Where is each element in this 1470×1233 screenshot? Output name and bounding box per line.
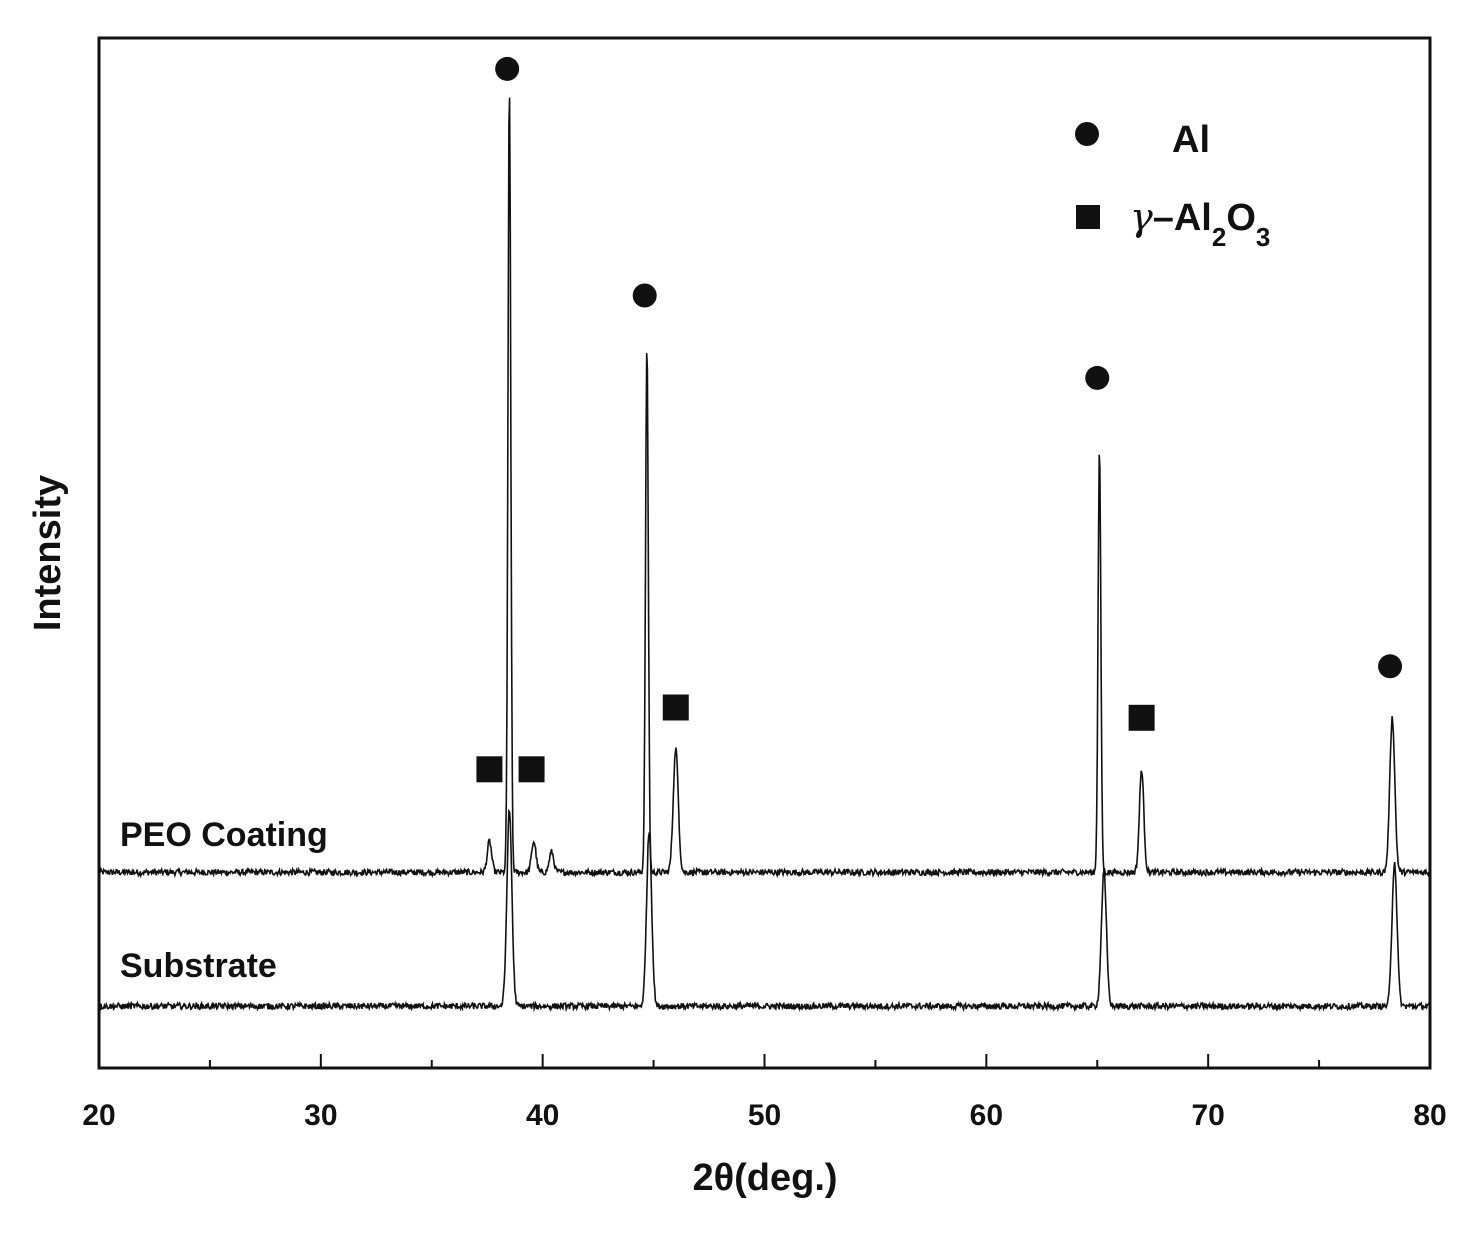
legend-label-al: Al xyxy=(1172,119,1210,161)
x-tick-label: 80 xyxy=(1413,1099,1446,1132)
plot-frame xyxy=(97,36,1432,1070)
legend: Al γ–Al2O3 xyxy=(1075,119,1270,252)
x-axis-title: 2θ(deg.) xyxy=(692,1157,837,1199)
series-label-substrate: Substrate xyxy=(120,947,277,985)
alumina-peak-marker xyxy=(1128,704,1155,731)
legend-alumina-sub3: 3 xyxy=(1256,222,1270,252)
x-ticks xyxy=(98,1054,1431,1068)
legend-marker-al xyxy=(1075,122,1099,146)
alumina-peak-marker xyxy=(518,756,545,783)
x-tick-label: 40 xyxy=(526,1099,559,1132)
legend-alumina-gamma: γ xyxy=(1130,195,1153,239)
alumina-peak-marker xyxy=(662,694,689,721)
x-tick-labels: 20 30 40 50 60 70 80 xyxy=(82,1099,1446,1132)
legend-label-alumina: γ–Al2O3 xyxy=(1130,195,1270,252)
x-tick-label: 70 xyxy=(1191,1099,1224,1132)
trace-peo-coating xyxy=(98,97,1431,879)
x-tick-label: 20 xyxy=(82,1099,115,1132)
y-axis-title: Intensity xyxy=(27,475,69,631)
series-label-peo: PEO Coating xyxy=(120,816,328,854)
legend-alumina-o: O xyxy=(1226,197,1256,239)
x-tick-label: 30 xyxy=(304,1099,337,1132)
al-peak-marker xyxy=(632,283,657,308)
x-tick-label: 60 xyxy=(970,1099,1003,1132)
peak-markers xyxy=(476,56,1403,783)
legend-marker-alumina xyxy=(1076,205,1100,229)
al-peak-marker xyxy=(495,56,520,81)
al-peak-marker xyxy=(1085,365,1110,390)
legend-alumina-sub2: 2 xyxy=(1212,222,1226,252)
trace-substrate xyxy=(98,808,1431,1013)
traces xyxy=(98,97,1431,1013)
legend-alumina-al: –Al xyxy=(1153,197,1212,239)
alumina-peak-marker xyxy=(476,756,503,783)
x-tick-label: 50 xyxy=(748,1099,781,1132)
al-peak-marker xyxy=(1378,654,1403,679)
